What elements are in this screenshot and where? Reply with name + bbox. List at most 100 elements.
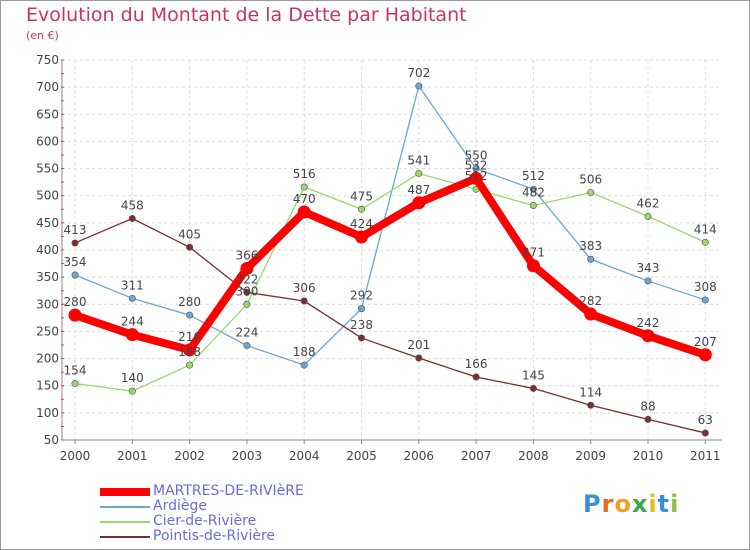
data-label: 88 bbox=[640, 399, 655, 413]
data-point bbox=[587, 188, 595, 196]
data-label: 207 bbox=[694, 335, 717, 349]
y-tick-label: 750 bbox=[36, 53, 59, 67]
data-label: 532 bbox=[465, 158, 488, 172]
data-point bbox=[71, 271, 79, 279]
data-label: 311 bbox=[121, 278, 144, 292]
data-point bbox=[415, 354, 423, 362]
logo-letter: i bbox=[670, 490, 680, 518]
data-label: 516 bbox=[293, 167, 316, 181]
data-point bbox=[412, 196, 426, 210]
data-label: 462 bbox=[637, 196, 660, 210]
y-tick-label: 150 bbox=[36, 379, 59, 393]
x-tick-label: 2006 bbox=[404, 449, 435, 463]
data-point bbox=[355, 230, 368, 244]
data-label: 224 bbox=[235, 326, 258, 340]
data-label: 308 bbox=[694, 280, 717, 294]
data-label: 114 bbox=[579, 385, 602, 399]
data-point bbox=[587, 401, 595, 409]
data-point bbox=[529, 201, 537, 209]
data-point bbox=[529, 384, 537, 392]
x-tick-label: 2008 bbox=[518, 449, 549, 463]
data-point bbox=[587, 255, 595, 263]
data-label: 306 bbox=[293, 281, 316, 295]
data-point bbox=[240, 261, 254, 275]
legend-label: Ardiège bbox=[153, 498, 207, 514]
data-point bbox=[297, 205, 311, 219]
data-point bbox=[71, 380, 79, 388]
data-point bbox=[701, 296, 709, 304]
data-point bbox=[300, 183, 308, 191]
data-label: 482 bbox=[522, 185, 545, 199]
data-label: 282 bbox=[579, 294, 602, 308]
y-tick-label: 250 bbox=[36, 324, 59, 338]
y-tick-label: 600 bbox=[36, 134, 59, 148]
legend-swatch bbox=[100, 488, 150, 496]
y-tick-label: 300 bbox=[36, 297, 59, 311]
legend-swatch bbox=[100, 506, 150, 508]
x-tick-label: 2009 bbox=[575, 449, 606, 463]
data-label: 475 bbox=[350, 189, 373, 203]
series-line-0 bbox=[73, 174, 707, 359]
data-label: 154 bbox=[64, 364, 87, 378]
data-label: 188 bbox=[178, 345, 201, 359]
data-point bbox=[469, 171, 483, 185]
data-point bbox=[584, 307, 598, 321]
chart-title: Evolution du Montant de la Dette par Hab… bbox=[26, 4, 467, 26]
data-point bbox=[128, 387, 136, 395]
data-label: 140 bbox=[121, 371, 144, 385]
data-point bbox=[71, 239, 79, 247]
data-label: 280 bbox=[178, 295, 201, 309]
data-label: 487 bbox=[407, 183, 430, 197]
data-label: 414 bbox=[694, 222, 717, 236]
data-point bbox=[300, 297, 308, 305]
x-tick-label: 2002 bbox=[174, 449, 205, 463]
data-label: 383 bbox=[579, 239, 602, 253]
data-label: 550 bbox=[465, 149, 488, 163]
data-point bbox=[644, 212, 652, 220]
data-point bbox=[357, 305, 365, 313]
data-point bbox=[300, 361, 308, 369]
data-label: 366 bbox=[235, 248, 258, 262]
proxiti-logo: Proxiti bbox=[583, 490, 679, 518]
x-tick-label: 2007 bbox=[461, 449, 492, 463]
data-point bbox=[701, 429, 709, 437]
data-label: 292 bbox=[350, 289, 373, 303]
y-tick-label: 400 bbox=[36, 243, 59, 257]
x-tick-label: 2011 bbox=[690, 449, 721, 463]
data-point bbox=[415, 82, 423, 90]
data-label: 188 bbox=[293, 345, 316, 359]
data-point bbox=[243, 300, 251, 308]
data-label: 506 bbox=[579, 172, 602, 186]
legend-label: Cier-de-Rivière bbox=[153, 513, 257, 529]
y-tick-label: 100 bbox=[36, 406, 59, 420]
x-tick-label: 2004 bbox=[289, 449, 320, 463]
data-label: 242 bbox=[637, 316, 660, 330]
data-point bbox=[698, 348, 712, 362]
data-point bbox=[357, 205, 365, 213]
data-label: 458 bbox=[121, 199, 144, 213]
data-point bbox=[415, 169, 423, 177]
data-label: 512 bbox=[522, 169, 545, 183]
x-tick-label: 2010 bbox=[633, 449, 664, 463]
y-tick-label: 550 bbox=[36, 162, 59, 176]
data-label: 244 bbox=[121, 315, 144, 329]
data-point bbox=[644, 277, 652, 285]
x-tick-label: 2001 bbox=[117, 449, 148, 463]
y-tick-label: 700 bbox=[36, 80, 59, 94]
data-label: 216 bbox=[178, 330, 201, 344]
data-point bbox=[125, 328, 139, 342]
y-tick-label: 450 bbox=[36, 216, 59, 230]
data-point bbox=[128, 294, 136, 302]
data-point bbox=[641, 329, 655, 343]
data-point bbox=[701, 238, 709, 246]
data-label: 322 bbox=[235, 272, 258, 286]
data-point bbox=[357, 334, 365, 342]
legend-swatch bbox=[100, 536, 150, 538]
x-tick-label: 2005 bbox=[346, 449, 377, 463]
data-label: 470 bbox=[293, 192, 316, 206]
series-line-1 bbox=[74, 85, 706, 366]
legend-label: Pointis-de-Rivière bbox=[153, 528, 276, 544]
data-point bbox=[186, 311, 194, 319]
chart-subtitle: (en €) bbox=[26, 29, 59, 42]
